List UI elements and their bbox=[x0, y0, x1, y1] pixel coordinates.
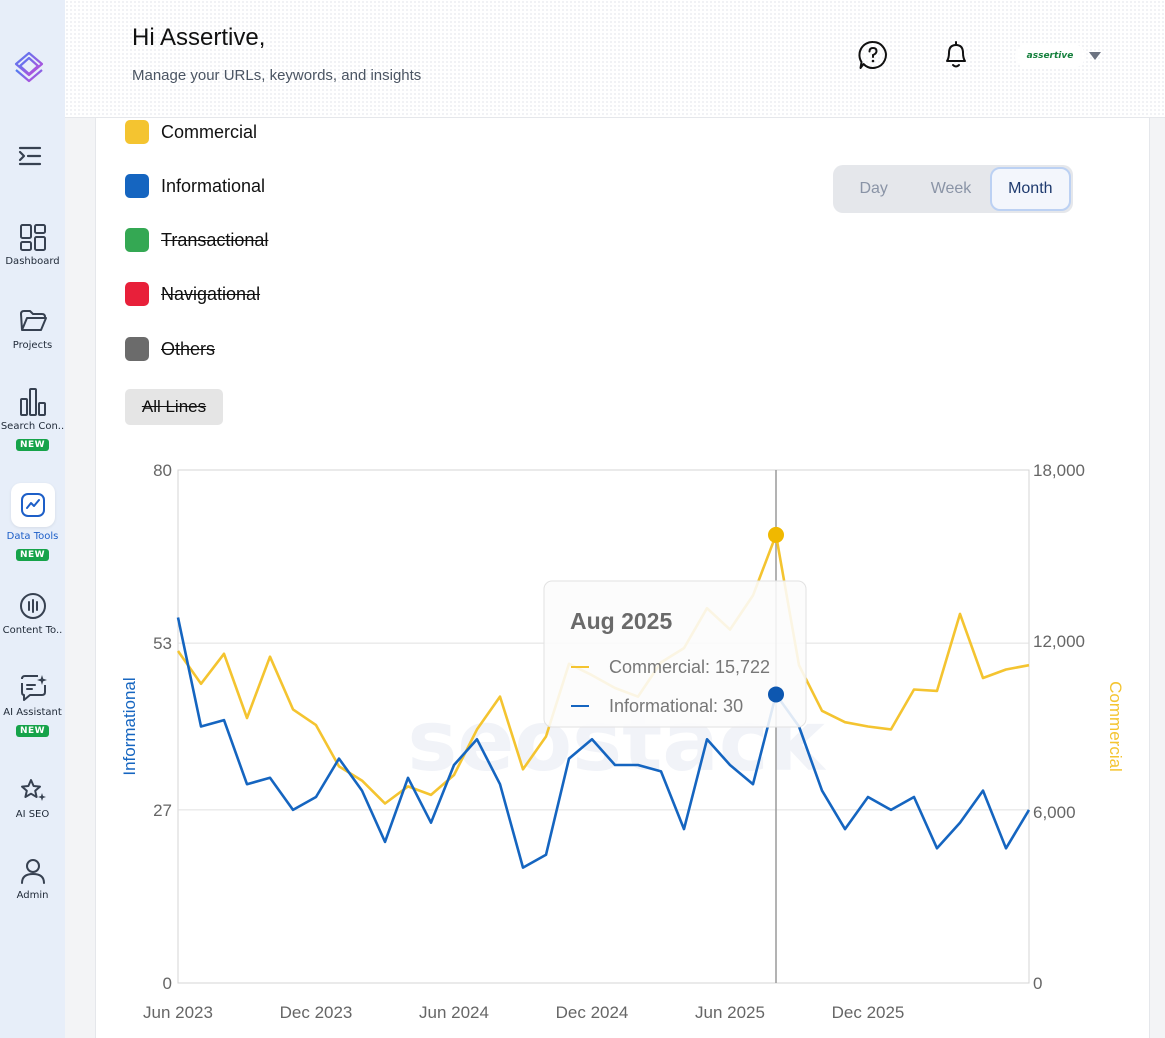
y-right-tick-label: 12,000 bbox=[1033, 632, 1085, 651]
notification-bell-icon[interactable] bbox=[942, 40, 970, 70]
legend-label: Commercial bbox=[161, 121, 258, 142]
legend-item-commercial[interactable]: Commercial bbox=[125, 120, 257, 144]
dashboard-icon bbox=[19, 224, 46, 251]
period-day-button[interactable]: Day bbox=[859, 180, 888, 197]
period-selector: Day Week Month bbox=[833, 165, 1073, 213]
legend-item-transactional[interactable]: Transactional bbox=[125, 228, 268, 252]
x-tick-label: Dec 2025 bbox=[832, 1003, 905, 1022]
legend-label: Navigational bbox=[161, 283, 261, 304]
sidebar-item-projects[interactable]: Projects bbox=[0, 306, 65, 351]
sidebar-item-admin[interactable]: Admin bbox=[0, 856, 65, 901]
x-tick-label: Jun 2024 bbox=[419, 1003, 489, 1022]
legend-label: Transactional bbox=[161, 229, 269, 250]
x-tick-label: Jun 2023 bbox=[143, 1003, 213, 1022]
folder-icon bbox=[19, 310, 47, 331]
legend-swatch bbox=[125, 282, 149, 306]
highlight-point-commercial bbox=[768, 526, 784, 543]
sidebar-item-label: Projects bbox=[12, 340, 53, 351]
legend-swatch bbox=[125, 228, 149, 252]
legend-item-informational[interactable]: Informational bbox=[125, 174, 265, 198]
x-tick-label: Dec 2024 bbox=[556, 1003, 629, 1022]
sidebar-item-content-tools[interactable]: Content To.. bbox=[0, 591, 65, 636]
greeting-subtitle: Manage your URLs, keywords, and insights bbox=[132, 67, 422, 84]
legend-swatch bbox=[125, 120, 149, 144]
y-right-tick-label: 0 bbox=[1033, 974, 1042, 993]
sparkle-chat-icon bbox=[20, 675, 47, 701]
sidebar-item-label: AI Assistant bbox=[3, 707, 62, 718]
period-week-button[interactable]: Week bbox=[930, 180, 972, 197]
new-badge: NEW bbox=[15, 439, 50, 451]
sidebar: Dashboard Projects Search Con.. NEW Data… bbox=[0, 0, 65, 1038]
period-month-button[interactable]: Month bbox=[989, 167, 1071, 211]
account-logo: assertive bbox=[1015, 44, 1085, 68]
legend-label: Informational bbox=[161, 175, 266, 196]
series-line-informational bbox=[176, 617, 1031, 869]
sidebar-item-label: Data Tools bbox=[6, 531, 59, 542]
legend-swatch bbox=[125, 174, 149, 198]
tooltip-title: Aug 2025 bbox=[570, 608, 672, 634]
legend-item-others[interactable]: Others bbox=[125, 337, 215, 361]
line-chart[interactable]: 0 27 53 80 0 6,000 12,000 18,000 Jun 2023 Dec 202… bbox=[96, 118, 1151, 1038]
chevron-down-icon bbox=[1089, 52, 1101, 60]
y-right-axis-title: Commercial bbox=[1106, 681, 1125, 772]
app-logo-icon[interactable] bbox=[12, 50, 46, 86]
new-badge: NEW bbox=[15, 725, 50, 737]
sidebar-item-label: Admin bbox=[16, 890, 49, 901]
sidebar-item-label: Dashboard bbox=[5, 256, 60, 267]
chart-card: Commercial Informational Transactional N… bbox=[95, 118, 1150, 1038]
y-left-tick-label: 53 bbox=[153, 634, 172, 653]
tooltip-box bbox=[543, 580, 807, 728]
plot-frame bbox=[177, 469, 1030, 984]
y-left-tick-label: 0 bbox=[163, 974, 172, 993]
x-tick-label: Jun 2025 bbox=[695, 1003, 765, 1022]
sidebar-item-label: Content To.. bbox=[2, 625, 63, 636]
new-badge: NEW bbox=[15, 549, 50, 561]
tooltip-row: Commercial: 15,722 bbox=[609, 657, 770, 677]
legend-item-navigational[interactable]: Navigational bbox=[125, 282, 260, 306]
help-icon[interactable] bbox=[858, 40, 888, 70]
sidebar-item-label: AI SEO bbox=[15, 809, 50, 820]
sidebar-item-dashboard[interactable]: Dashboard bbox=[0, 222, 65, 267]
sidebar-item-ai-seo[interactable]: AI SEO bbox=[0, 775, 65, 820]
content-icon bbox=[19, 593, 46, 619]
tooltip-row: Informational: 30 bbox=[609, 696, 743, 716]
sidebar-item-data-tools[interactable]: Data Tools NEW bbox=[0, 483, 65, 561]
menu-toggle-icon[interactable] bbox=[16, 143, 44, 169]
sidebar-item-label: Search Con.. bbox=[0, 421, 65, 432]
sidebar-item-ai-assistant[interactable]: AI Assistant NEW bbox=[0, 673, 65, 737]
trend-icon bbox=[20, 493, 45, 517]
star-sparkle-icon bbox=[20, 779, 46, 801]
sidebar-item-search-console[interactable]: Search Con.. NEW bbox=[0, 387, 65, 451]
legend-swatch bbox=[125, 337, 149, 361]
y-right-tick-label: 18,000 bbox=[1033, 461, 1085, 480]
y-left-axis-title: Informational bbox=[120, 677, 139, 775]
all-lines-toggle[interactable]: All Lines bbox=[125, 389, 223, 425]
greeting-title: Hi Assertive, bbox=[132, 24, 266, 51]
y-left-tick-label: 27 bbox=[153, 801, 172, 820]
legend-label: Others bbox=[161, 338, 216, 359]
user-icon bbox=[20, 859, 45, 884]
highlight-point-informational bbox=[768, 686, 784, 703]
x-tick-label: Dec 2023 bbox=[280, 1003, 353, 1022]
y-left-tick-label: 80 bbox=[153, 461, 172, 480]
active-icon-wrap bbox=[10, 483, 55, 527]
account-menu[interactable]: assertive bbox=[1015, 44, 1101, 68]
y-right-tick-label: 6,000 bbox=[1033, 803, 1076, 822]
top-header: Hi Assertive, Manage your URLs, keywords… bbox=[65, 0, 1165, 118]
bar-chart-icon bbox=[19, 388, 46, 416]
